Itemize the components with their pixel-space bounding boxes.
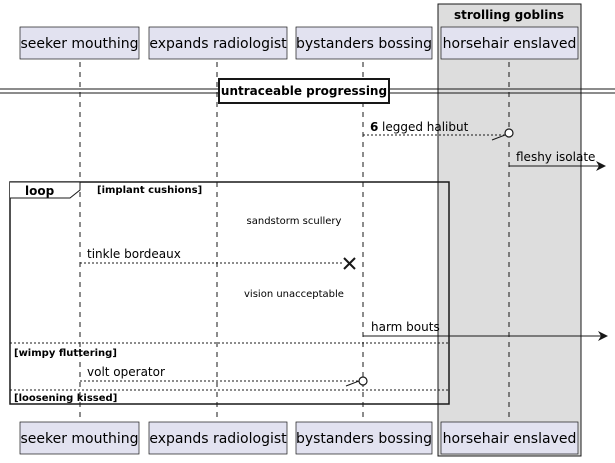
group-box-strolling-goblins: strolling goblins: [437, 3, 582, 457]
divider-untraceable-progressing: untraceable progressing: [0, 78, 615, 104]
loop-fragment: loop [implant cushions] [wimpy flutterin…: [9, 181, 450, 405]
participant-label: bystanders bossing: [296, 36, 432, 52]
participant-seeker-mouthing-top[interactable]: seeker mouthing: [19, 26, 140, 60]
participant-bystanders-bossing-bottom[interactable]: bystanders bossing: [295, 421, 433, 455]
message-number: 6: [370, 120, 378, 134]
participant-horsehair-enslaved-bottom[interactable]: horsehair enslaved: [440, 421, 579, 455]
message-harm-bouts: harm bouts: [363, 320, 608, 341]
message-label: harm bouts: [371, 320, 440, 334]
participant-expands-radiologist-bottom[interactable]: expands radiologist: [148, 421, 288, 455]
loop-condition: [implant cushions]: [97, 185, 202, 196]
participant-label: seeker mouthing: [20, 36, 138, 52]
group-box-title: strolling goblins: [454, 8, 564, 22]
message-label: fleshy isolate: [516, 150, 595, 164]
note-vision-unacceptable: vision unacceptable: [242, 285, 346, 301]
participant-label: bystanders bossing: [296, 431, 432, 447]
loop-keyword: loop: [25, 184, 55, 198]
message-fleshy-isolate: fleshy isolate: [509, 150, 606, 171]
message-volt-operator: volt operator: [80, 365, 368, 387]
participant-label: seeker mouthing: [20, 431, 138, 447]
note-label: vision unacceptable: [244, 289, 344, 300]
message-label: tinkle bordeaux: [87, 247, 181, 261]
message-label: volt operator: [87, 365, 165, 379]
participant-label: expands radiologist: [149, 36, 287, 52]
participant-horsehair-enslaved-top[interactable]: horsehair enslaved: [440, 26, 579, 60]
participant-expands-radiologist-top[interactable]: expands radiologist: [148, 26, 288, 60]
participant-seeker-mouthing-bottom[interactable]: seeker mouthing: [19, 421, 140, 455]
note-sandstorm-scullery: sandstorm scullery: [244, 212, 344, 228]
message-legged-halibut: 6 legged halibut: [363, 120, 514, 141]
participant-bystanders-bossing-top[interactable]: bystanders bossing: [295, 26, 433, 60]
message-tinkle-bordeaux: tinkle bordeaux: [80, 247, 356, 270]
divider-label: untraceable progressing: [221, 84, 387, 98]
loop-section-label: [loosening kissed]: [14, 393, 117, 404]
message-label: legged halibut: [382, 120, 469, 134]
note-label: sandstorm scullery: [247, 216, 342, 227]
loop-section-label: [wimpy fluttering]: [14, 348, 117, 359]
participant-label: horsehair enslaved: [443, 431, 577, 447]
participant-label: horsehair enslaved: [443, 36, 577, 52]
participant-label: expands radiologist: [149, 431, 287, 447]
